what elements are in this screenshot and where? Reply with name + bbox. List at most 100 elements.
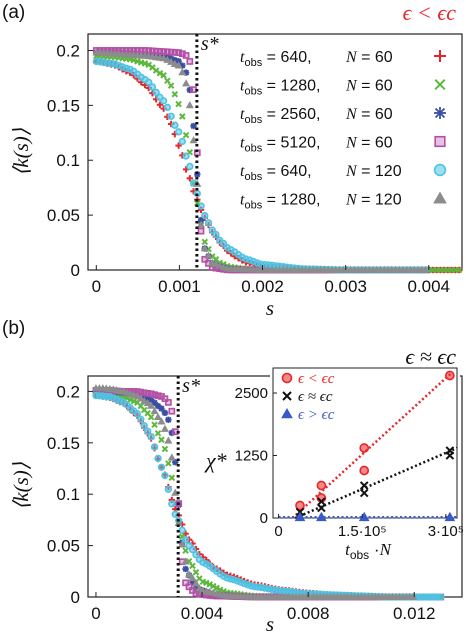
data-point — [168, 500, 176, 508]
data-point — [174, 61, 183, 69]
data-point — [168, 474, 176, 482]
data-point — [164, 77, 171, 85]
x-tick-label: 0.001 — [158, 277, 201, 296]
y-tick-label: 0.15 — [47, 96, 80, 115]
panel-b-xlabel: s — [266, 612, 274, 634]
data-point — [167, 57, 176, 65]
data-point — [144, 389, 152, 397]
data-point — [182, 152, 190, 160]
x-tick-label: 0 — [92, 277, 101, 296]
data-point — [215, 261, 224, 269]
data-point — [163, 55, 172, 63]
data-point — [159, 97, 168, 105]
data-point — [175, 100, 182, 108]
panel-a-critical-label: s* — [201, 33, 219, 55]
data-point — [178, 68, 187, 76]
data-point — [182, 79, 191, 87]
data-point — [174, 128, 183, 136]
data-point — [182, 52, 190, 59]
panel-a-ylabel: ⟨k(s)⟩ — [9, 128, 33, 176]
inset-data-point — [316, 480, 327, 491]
data-point — [421, 265, 430, 273]
inset-x-tick-label: 1.5·10⁵ — [338, 523, 387, 540]
legend-entry-text: tobs = 5120, N = 60 — [240, 135, 393, 155]
data-point — [164, 436, 173, 444]
data-point — [186, 162, 194, 171]
data-point — [201, 211, 209, 220]
data-point — [161, 409, 169, 417]
data-point — [165, 416, 172, 423]
data-point — [178, 540, 187, 548]
panel-b-critical-label: s* — [182, 375, 200, 397]
inset-x-tick-label: 3·10⁵ — [428, 523, 464, 540]
inset-y-tick-label: 0 — [260, 510, 268, 527]
data-point — [167, 48, 175, 56]
data-point — [208, 226, 216, 234]
y-tick-label: 0.1 — [56, 151, 80, 170]
legend-marker — [434, 135, 446, 148]
data-point — [209, 582, 217, 590]
data-point — [182, 131, 190, 139]
data-point — [175, 142, 182, 149]
data-point — [140, 422, 148, 430]
inset-legend: ϵ < ϵc ϵ ≈ ϵc ϵ > ϵc — [281, 371, 335, 423]
data-point — [182, 565, 189, 573]
data-point — [154, 454, 162, 463]
y-tick-label: 0.15 — [47, 434, 80, 453]
data-point — [156, 69, 164, 77]
inset-legend-marker — [281, 372, 293, 384]
data-point — [185, 583, 193, 591]
data-point — [133, 409, 142, 418]
legend-marker — [433, 163, 447, 177]
inset-data-point — [359, 481, 369, 490]
y-tick-label: 0.05 — [47, 206, 80, 225]
data-point — [154, 392, 162, 400]
data-point — [151, 391, 158, 399]
inset-legend-marker — [282, 391, 292, 401]
x-tick-label: 0 — [91, 604, 100, 623]
data-point — [140, 396, 149, 404]
data-point — [216, 586, 224, 593]
data-point — [167, 453, 176, 461]
data-point — [137, 415, 145, 423]
data-point — [455, 266, 463, 274]
y-tick-label: 0.1 — [56, 485, 80, 504]
inset-y-tick-label: 1250 — [235, 448, 268, 465]
inset-ylabel: χ* — [204, 448, 227, 473]
data-point — [150, 406, 159, 415]
data-point — [437, 593, 445, 601]
data-point — [147, 432, 155, 441]
legend-entry-text: tobs = 640, N = 60 — [240, 49, 393, 69]
data-point — [175, 49, 182, 56]
data-point — [212, 230, 220, 239]
panel-b-label: (b) — [2, 318, 25, 339]
inset: 0 1.5·10⁵ 3·10⁵ 0 1250 2500 χ* tobs ·N ϵ < ϵc… — [204, 365, 464, 562]
data-point — [161, 471, 169, 480]
data-point — [181, 535, 190, 544]
data-point — [150, 443, 159, 451]
data-point — [189, 562, 196, 570]
data-point — [160, 424, 169, 432]
y-tick-label: 0 — [71, 588, 80, 607]
inset-legend-marker — [281, 407, 293, 419]
x-tick-label: 0.003 — [324, 277, 367, 296]
inset-data-point — [317, 503, 326, 513]
data-point — [130, 397, 138, 405]
data-point — [195, 584, 204, 592]
data-point — [203, 579, 210, 587]
data-point — [171, 121, 179, 129]
data-point — [186, 58, 194, 65]
data-point — [201, 255, 209, 263]
data-point — [144, 78, 153, 86]
inset-data-point — [317, 497, 326, 506]
x-tick-label: 0.008 — [287, 604, 330, 623]
panel-a: (a) ϵ < ϵc s* 0 0.001 0.002 0.003 0.004 0 0.05… — [2, 0, 463, 320]
inset-y-tick-label: 2500 — [235, 385, 268, 402]
panel-a-xlabel: s — [266, 296, 274, 320]
data-point — [409, 592, 418, 600]
legend-marker — [434, 50, 446, 62]
data-point — [182, 530, 189, 537]
data-point — [192, 550, 200, 559]
data-point — [179, 113, 186, 120]
